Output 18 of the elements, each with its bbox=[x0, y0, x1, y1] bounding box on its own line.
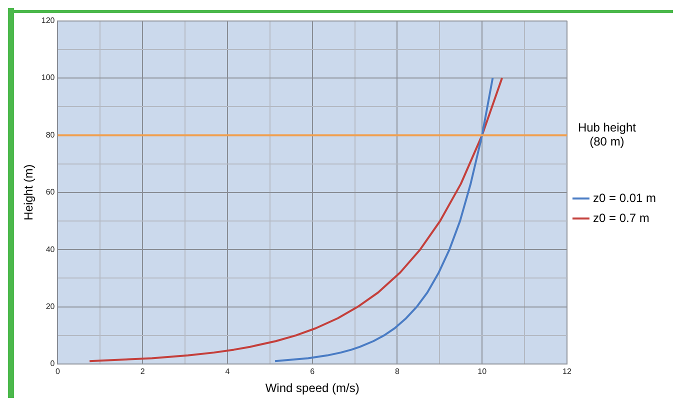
x-tick-label: 8 bbox=[395, 367, 400, 376]
y-tick-label: 0 bbox=[50, 359, 56, 368]
x-tick-label: 10 bbox=[478, 367, 488, 376]
y-tick-label: 20 bbox=[46, 302, 56, 312]
y-tick-label: 60 bbox=[46, 188, 56, 197]
ref-line-label: Hub height (80 m) bbox=[578, 120, 637, 149]
x-tick-label: 2 bbox=[140, 367, 146, 376]
y-tick-label: 80 bbox=[46, 130, 56, 140]
x-tick-label: 4 bbox=[225, 367, 230, 376]
y-tick-label: 40 bbox=[46, 244, 56, 254]
x-tick-label: 6 bbox=[310, 367, 316, 376]
x-axis-title: Wind speed (m/s) bbox=[265, 381, 360, 396]
x-tick-label: 12 bbox=[562, 367, 572, 376]
legend-label: z0 = 0.7 m bbox=[592, 210, 650, 225]
y-tick-label: 120 bbox=[41, 16, 56, 26]
y-tick-label: 100 bbox=[41, 73, 56, 82]
y-axis-title: Height (m) bbox=[22, 164, 36, 220]
legend-label: z0 = 0.01 m bbox=[592, 190, 656, 205]
